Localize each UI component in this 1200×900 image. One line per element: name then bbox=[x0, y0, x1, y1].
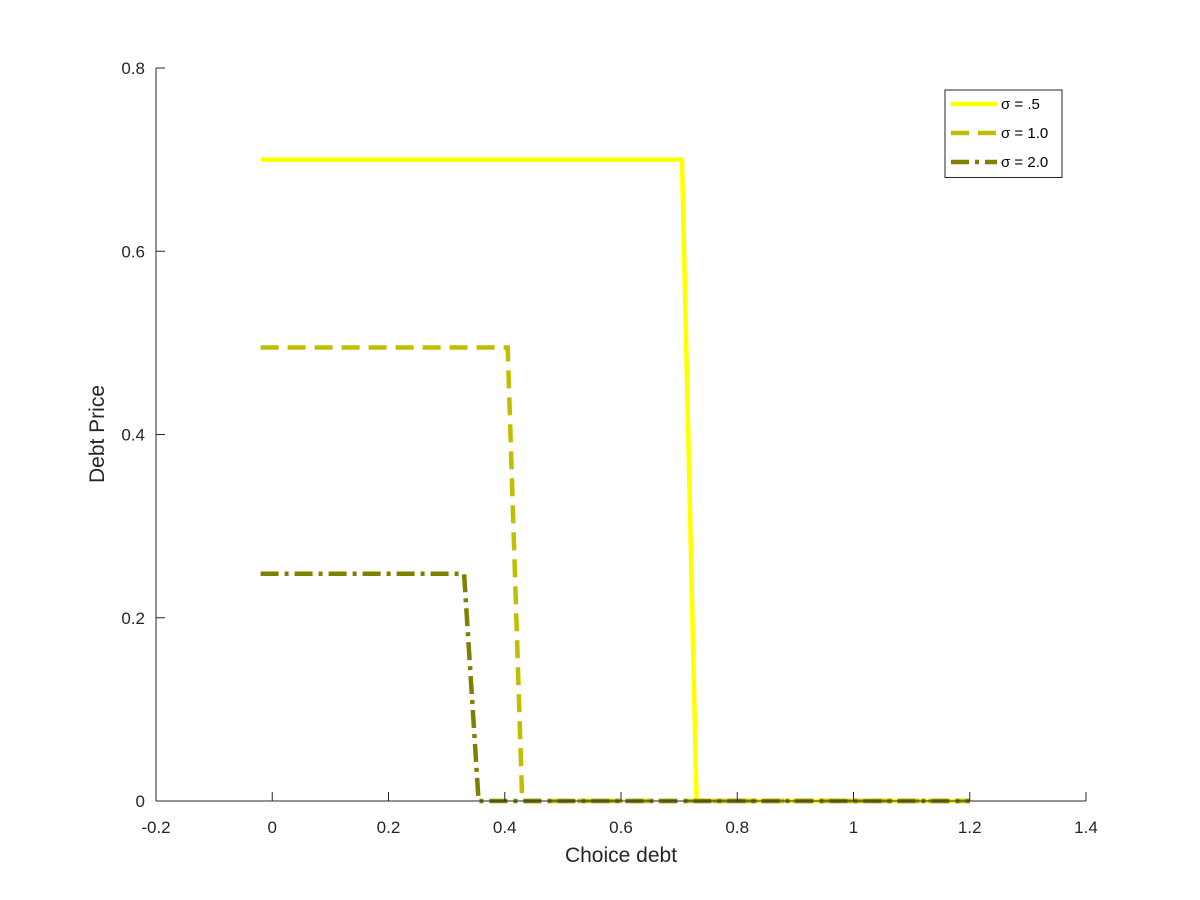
x-tick-label: 0 bbox=[268, 818, 277, 837]
legend-label-3: σ = 2.0 bbox=[1001, 154, 1048, 171]
x-tick-label: 0.8 bbox=[725, 818, 749, 837]
x-tick-label: 1 bbox=[849, 818, 858, 837]
y-axis-title: Debt Price bbox=[86, 385, 109, 483]
plot-area bbox=[260, 157, 970, 804]
x-tick-label: 1.4 bbox=[1074, 818, 1098, 837]
x-axis-title: Choice debt bbox=[565, 844, 677, 867]
x-tick-label: 0.2 bbox=[377, 818, 401, 837]
x-tick-label: 0.4 bbox=[493, 818, 517, 837]
axes: -0.2 0 0.2 0.4 0.6 0.8 1 1.2 1.4 0 0.2 0.4 0.6 0.8 bbox=[121, 59, 1097, 837]
y-tick-label: 0 bbox=[136, 792, 145, 811]
legend: σ = .5 σ = 1.0 σ = 2.0 bbox=[944, 89, 1063, 178]
series-line-3 bbox=[260, 571, 970, 804]
x-tick-label: -0.2 bbox=[141, 818, 170, 837]
legend-label-2: σ = 1.0 bbox=[1001, 125, 1048, 142]
y-tick-label: 0.2 bbox=[121, 609, 145, 628]
series-line-1 bbox=[260, 157, 970, 804]
x-tick-label: 1.2 bbox=[958, 818, 982, 837]
y-tick-label: 0.8 bbox=[121, 59, 145, 78]
x-tick-label: 0.6 bbox=[609, 818, 633, 837]
y-tick-label: 0.4 bbox=[121, 426, 145, 445]
y-tick-label: 0.6 bbox=[121, 242, 145, 261]
legend-label-1: σ = .5 bbox=[1001, 96, 1040, 113]
